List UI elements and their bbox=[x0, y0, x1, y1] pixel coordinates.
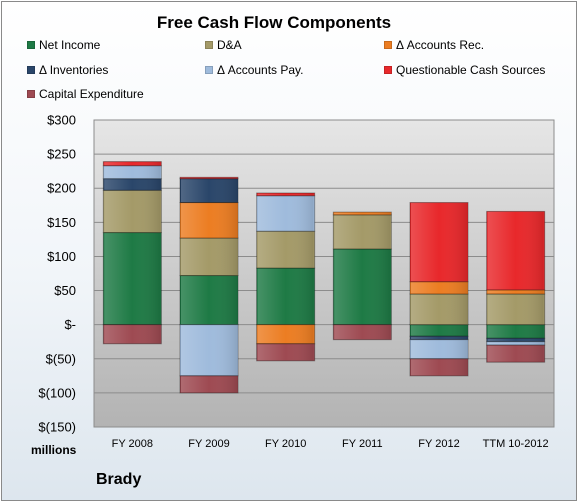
chart-title: Free Cash Flow Components bbox=[156, 13, 392, 32]
legend-swatch bbox=[205, 41, 213, 49]
legend-item: Δ Accounts Pay. bbox=[205, 63, 304, 77]
bar-segment-shade bbox=[257, 231, 314, 268]
legend-swatch bbox=[384, 41, 392, 49]
x-tick-label: FY 2008 bbox=[112, 438, 153, 450]
y-tick-label: $(100) bbox=[38, 385, 76, 400]
legend-swatch bbox=[27, 66, 35, 74]
bar-segment-shade bbox=[181, 179, 237, 203]
plot-area bbox=[94, 120, 554, 427]
bar-segment-shade bbox=[104, 190, 161, 233]
legend-label: Capital Expenditure bbox=[39, 87, 144, 101]
bar-segment-shade bbox=[487, 294, 544, 325]
legend-label: D&A bbox=[217, 38, 242, 52]
bar-segment-shade bbox=[257, 325, 314, 344]
legend-label: Δ Accounts Rec. bbox=[396, 38, 485, 52]
bar-segment-shade bbox=[104, 179, 161, 190]
plot-border bbox=[93, 119, 555, 428]
legend-swatch bbox=[27, 90, 35, 98]
bar-segment-shade bbox=[334, 215, 391, 249]
bar-segment-shade bbox=[487, 211, 544, 290]
legend-item: Capital Expenditure bbox=[27, 87, 144, 101]
legend-swatch bbox=[205, 66, 213, 74]
legend-item: Questionable Cash Sources bbox=[384, 63, 545, 77]
bar-segment-shade bbox=[181, 238, 237, 276]
bar-segment-shade bbox=[257, 193, 314, 196]
bar-segment-shade bbox=[487, 338, 544, 342]
bar-segment-shade bbox=[257, 268, 314, 325]
legend-label: Δ Inventories bbox=[39, 63, 109, 77]
bar-segment-shade bbox=[487, 342, 544, 345]
legend-label: Net Income bbox=[39, 38, 101, 52]
bar-segment-shade bbox=[411, 282, 467, 294]
legend-swatch bbox=[27, 41, 35, 49]
y-tick-label: $(150) bbox=[38, 420, 76, 435]
bar-segment-shade bbox=[334, 325, 391, 340]
legend-item: Δ Accounts Rec. bbox=[384, 38, 484, 52]
bar-segment-shade bbox=[487, 345, 544, 362]
y-tick-label: $- bbox=[64, 317, 76, 332]
y-tick-label: $150 bbox=[47, 215, 76, 230]
y-tick-label: $100 bbox=[47, 249, 76, 264]
bar-segment-shade bbox=[411, 336, 467, 340]
bar-segment-shade bbox=[181, 276, 237, 325]
x-tick-label: TTM 10-2012 bbox=[483, 438, 549, 450]
bar-segment-shade bbox=[487, 325, 544, 338]
y-tick-label: $250 bbox=[47, 147, 76, 162]
bar-segment-shade bbox=[411, 359, 467, 376]
x-tick-label: FY 2010 bbox=[265, 438, 306, 450]
company-name: Brady bbox=[96, 471, 142, 488]
bar-segment-shade bbox=[181, 203, 237, 238]
bar-segment-shade bbox=[181, 325, 237, 376]
y-tick-label: $(50) bbox=[46, 351, 76, 366]
bar-segment-shade bbox=[411, 340, 467, 359]
bar-segment-shade bbox=[487, 290, 544, 294]
bar-segment-shade bbox=[104, 325, 161, 344]
legend-item: Δ Inventories bbox=[27, 63, 108, 77]
x-tick-label: FY 2012 bbox=[418, 438, 459, 450]
bar-segment-shade bbox=[257, 196, 314, 231]
legend-swatch bbox=[384, 66, 392, 74]
bar-segment-shade bbox=[104, 166, 161, 179]
bar-segment-shade bbox=[257, 344, 314, 361]
bar-segment-shade bbox=[411, 203, 467, 282]
units-label: millions bbox=[31, 443, 77, 457]
bar-segment-shade bbox=[334, 212, 391, 215]
bar-segment-shade bbox=[411, 294, 467, 325]
y-tick-label: $300 bbox=[47, 113, 76, 128]
legend-item: Net Income bbox=[27, 38, 100, 52]
bar-segment-shade bbox=[104, 233, 161, 325]
legend-label: Questionable Cash Sources bbox=[396, 63, 546, 77]
y-tick-label: $200 bbox=[47, 181, 76, 196]
y-tick-label: $50 bbox=[54, 283, 76, 298]
bar-segment-shade bbox=[411, 325, 467, 336]
bar-segment-shade bbox=[181, 376, 237, 393]
bar-segment-shade bbox=[104, 162, 161, 166]
x-tick-label: FY 2011 bbox=[342, 438, 383, 450]
legend-label: Δ Accounts Pay. bbox=[217, 63, 304, 77]
x-tick-label: FY 2009 bbox=[188, 438, 229, 450]
legend-item: D&A bbox=[205, 38, 242, 52]
bar-segment-shade bbox=[334, 249, 391, 325]
